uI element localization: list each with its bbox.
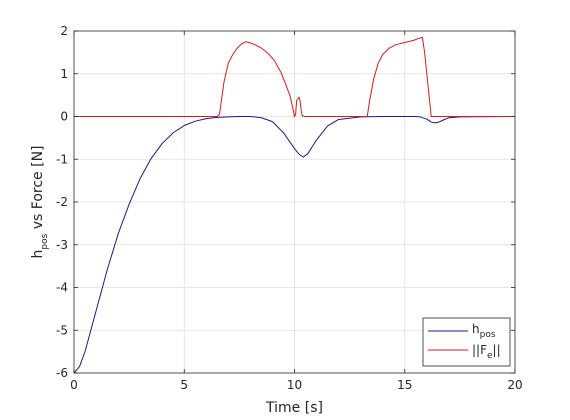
y-tick-label: -3 bbox=[56, 238, 68, 252]
x-tick-labels: 0 5 10 15 20 bbox=[70, 378, 522, 392]
series-lines bbox=[73, 36, 516, 374]
y-tick-label: -2 bbox=[56, 195, 68, 209]
series-line-0 bbox=[73, 116, 516, 374]
x-tick-label: 15 bbox=[397, 378, 412, 392]
y-tick-label: -6 bbox=[56, 366, 68, 380]
x-tick-label: 5 bbox=[180, 378, 188, 392]
x-tick-label: 10 bbox=[287, 378, 302, 392]
legend-label-hpos: hpos bbox=[472, 322, 496, 340]
y-tick-label: -1 bbox=[56, 152, 68, 166]
legend-label-fe: ||Fe|| bbox=[472, 343, 501, 361]
y-tick-labels: -6 -5 -4 -3 -2 -1 0 1 2 bbox=[56, 24, 68, 380]
y-tick-label: -5 bbox=[56, 323, 68, 337]
y-tick-label: 1 bbox=[60, 67, 68, 81]
x-tick-label: 20 bbox=[507, 378, 522, 392]
legend-box bbox=[422, 317, 511, 367]
y-axis-label: hpos vs Force [N] bbox=[30, 145, 50, 258]
y-tick-label: 2 bbox=[60, 24, 68, 38]
legend: hpos ||Fe|| bbox=[422, 317, 511, 367]
y-tick-label: 0 bbox=[60, 110, 68, 124]
axis-ticks bbox=[73, 30, 516, 374]
series-line-1 bbox=[74, 36, 515, 117]
y-tick-label: -4 bbox=[56, 281, 68, 295]
x-axis-label: Time [s] bbox=[265, 400, 323, 416]
x-tick-label: 0 bbox=[70, 378, 78, 392]
